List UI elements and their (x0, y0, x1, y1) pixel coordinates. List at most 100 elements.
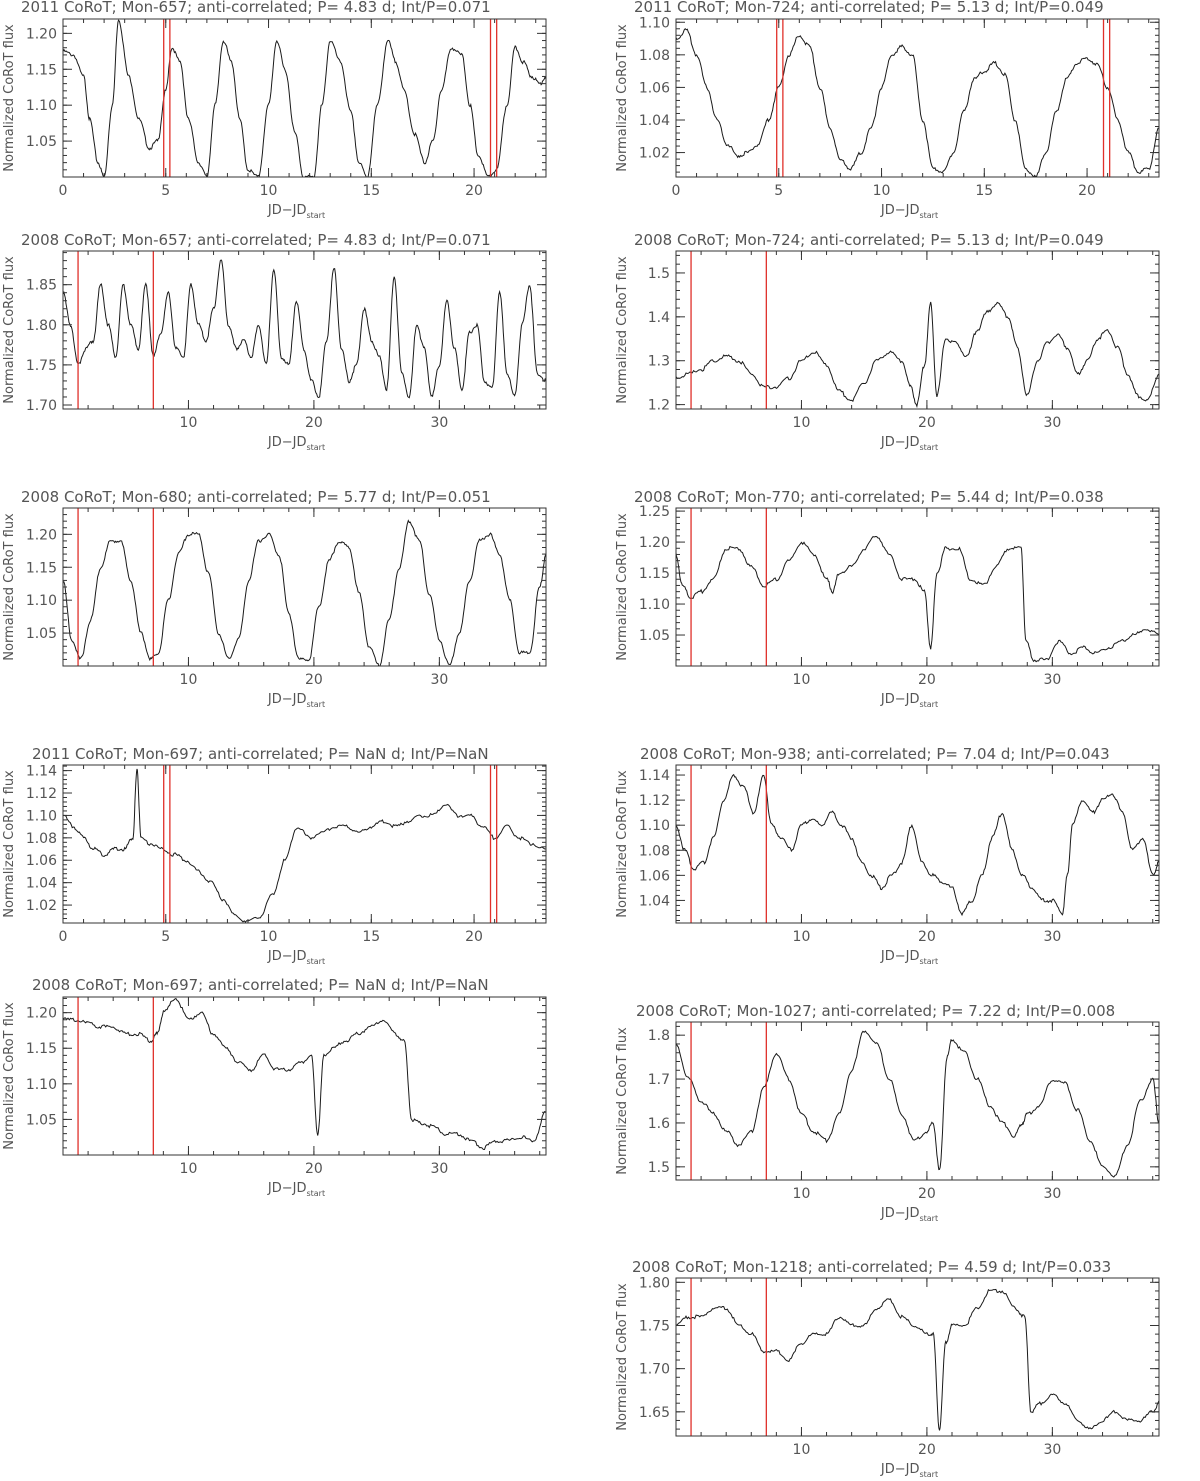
x-axis-label-subscript: start (306, 700, 325, 709)
panel-8: 2008 CoRoT; Mon-938; anti-correlated; P=… (615, 745, 1160, 966)
y-axis-label: Normalized CoRoT flux (615, 513, 630, 661)
panel-title: 2008 CoRoT; Mon-1027; anti-correlated; P… (636, 1002, 1115, 1020)
x-axis-label-main: JD−JD (880, 1206, 920, 1221)
y-tick-label: 1.08 (639, 48, 670, 64)
y-tick-label: 1.8 (648, 1028, 670, 1044)
x-tick-label: 20 (918, 672, 936, 688)
panel-11: 2008 CoRoT; Mon-1218; anti-correlated; P… (615, 1258, 1160, 1479)
y-axis-label: Normalized CoRoT flux (2, 770, 17, 918)
panel-title: 2008 CoRoT; Mon-938; anti-correlated; P=… (640, 745, 1110, 763)
y-tick-label: 1.20 (639, 535, 670, 551)
x-axis-label-main: JD−JD (267, 1181, 307, 1196)
y-tick-label: 1.02 (26, 898, 57, 914)
y-tick-label: 1.80 (639, 1275, 670, 1291)
y-tick-label: 1.05 (26, 1112, 57, 1128)
y-tick-label: 1.06 (639, 868, 670, 884)
x-tick-label: 10 (260, 183, 278, 199)
x-axis-label-main: JD−JD (880, 203, 920, 218)
flux-curve (676, 535, 1159, 663)
y-axis-label: Normalized CoRoT flux (615, 24, 630, 172)
plot-frame (675, 250, 1160, 410)
x-axis-label-subscript: start (919, 1470, 938, 1479)
flux-curve (63, 19, 546, 177)
y-tick-label: 1.25 (639, 504, 670, 520)
y-tick-label: 1.10 (639, 15, 670, 31)
x-axis-label-main: JD−JD (267, 949, 307, 964)
y-tick-label: 1.02 (639, 146, 670, 162)
y-tick-label: 1.05 (26, 626, 57, 642)
y-tick-label: 1.15 (26, 560, 57, 576)
x-tick-label: 5 (161, 183, 170, 199)
y-tick-label: 1.14 (26, 764, 57, 780)
y-tick-label: 1.05 (639, 628, 670, 644)
x-tick-label: 10 (793, 1186, 811, 1202)
x-tick-label: 10 (793, 1442, 811, 1458)
y-tick-label: 1.10 (26, 98, 57, 114)
x-axis-label: JD−JDstart (880, 203, 938, 220)
y-tick-label: 1.2 (648, 398, 670, 414)
x-tick-label: 10 (180, 415, 198, 431)
x-axis-label-subscript: start (919, 1214, 938, 1223)
panel-3: 2008 CoRoT; Mon-657; anti-correlated; P=… (2, 231, 547, 452)
x-tick-label: 30 (430, 672, 448, 688)
y-tick-label: 1.7 (648, 1072, 670, 1088)
x-tick-label: 15 (975, 183, 993, 199)
x-axis-label-main: JD−JD (880, 949, 920, 964)
panel-title: 2011 CoRoT; Mon-657; anti-correlated; P=… (21, 0, 491, 16)
x-tick-label: 20 (465, 183, 483, 199)
panel-5: 2008 CoRoT; Mon-680; anti-correlated; P=… (2, 488, 547, 709)
y-tick-label: 1.15 (26, 1041, 57, 1057)
x-axis-label-main: JD−JD (267, 692, 307, 707)
y-tick-label: 1.80 (26, 318, 57, 334)
y-tick-label: 1.10 (639, 597, 670, 613)
x-tick-label: 20 (305, 672, 323, 688)
x-axis-label: JD−JDstart (880, 435, 938, 452)
x-axis-label: JD−JDstart (267, 1181, 325, 1198)
x-axis-label-main: JD−JD (267, 435, 307, 450)
x-tick-label: 20 (1078, 183, 1096, 199)
plot-frame (675, 18, 1160, 178)
x-axis-label-subscript: start (306, 211, 325, 220)
y-axis-label: Normalized CoRoT flux (615, 1283, 630, 1431)
panel-title: 2008 CoRoT; Mon-1218; anti-correlated; P… (632, 1258, 1111, 1276)
y-tick-label: 1.20 (26, 1006, 57, 1022)
x-tick-label: 15 (362, 183, 380, 199)
x-tick-label: 20 (465, 929, 483, 945)
x-tick-label: 30 (1043, 1442, 1061, 1458)
x-axis-label: JD−JDstart (267, 692, 325, 709)
x-tick-label: 10 (260, 929, 278, 945)
x-tick-label: 20 (305, 415, 323, 431)
flux-curve (676, 301, 1159, 409)
panel-title: 2011 CoRoT; Mon-697; anti-correlated; P=… (32, 745, 489, 763)
x-axis-label: JD−JDstart (267, 949, 325, 966)
flux-curve (676, 1288, 1159, 1431)
x-axis-label-main: JD−JD (880, 435, 920, 450)
y-tick-label: 1.75 (639, 1318, 670, 1334)
x-axis-label-main: JD−JD (880, 692, 920, 707)
x-axis-label-main: JD−JD (267, 203, 307, 218)
x-axis-label-subscript: start (919, 211, 938, 220)
plot-frame (675, 1277, 1160, 1437)
x-tick-label: 30 (1043, 929, 1061, 945)
panel-10: 2008 CoRoT; Mon-1027; anti-correlated; P… (615, 1002, 1160, 1223)
x-axis-label: JD−JDstart (267, 203, 325, 220)
y-tick-label: 1.06 (26, 853, 57, 869)
y-axis-label: Normalized CoRoT flux (2, 1002, 17, 1150)
x-tick-label: 30 (1043, 415, 1061, 431)
y-axis-label: Normalized CoRoT flux (615, 770, 630, 918)
x-tick-label: 20 (305, 1161, 323, 1177)
panel-4: 2008 CoRoT; Mon-724; anti-correlated; P=… (615, 231, 1160, 452)
y-tick-label: 1.6 (648, 1116, 670, 1132)
flux-curve (63, 519, 546, 666)
plot-frame (62, 996, 547, 1156)
flux-curve (63, 997, 546, 1151)
panel-1: 2011 CoRoT; Mon-657; anti-correlated; P=… (2, 0, 547, 220)
x-tick-label: 20 (918, 929, 936, 945)
plot-frame (675, 764, 1160, 924)
y-tick-label: 1.5 (648, 266, 670, 282)
x-tick-label: 10 (793, 415, 811, 431)
plot-frame (62, 764, 547, 924)
x-axis-label: JD−JDstart (880, 692, 938, 709)
x-axis-label: JD−JDstart (880, 1462, 938, 1479)
